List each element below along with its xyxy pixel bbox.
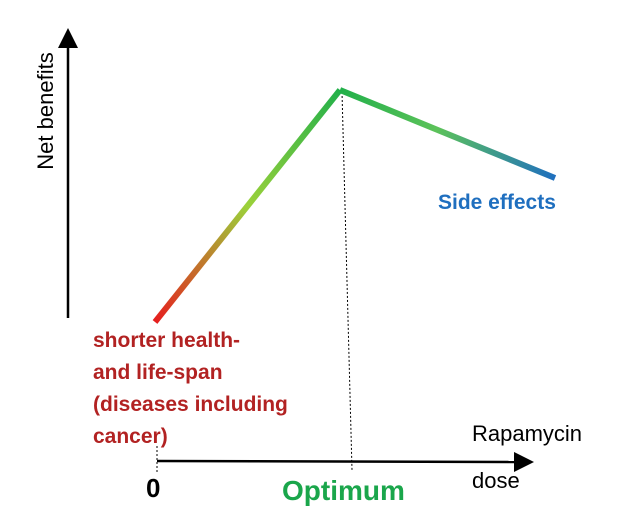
low-dose-effect-line-1: shorter health- [93,329,241,352]
low-dose-effect-line-3: (diseases including [93,393,288,416]
x-axis-label-dose: dose [472,468,520,493]
optimum-drop-line [341,91,353,471]
low-dose-effect-line-2: and life-span [93,361,223,384]
x-axis-label-rapamycin: Rapamycin [472,421,583,446]
x-axis-arrow [156,451,534,472]
side-effects-label: Side effects [438,191,556,214]
low-dose-effect-line-4: cancer) [93,425,168,448]
origin-label: 0 [146,473,161,503]
optimum-label: Optimum [282,475,405,506]
falling-segment [338,87,557,181]
y-axis-label: Net benefits [33,52,58,170]
rising-segment [152,88,343,324]
